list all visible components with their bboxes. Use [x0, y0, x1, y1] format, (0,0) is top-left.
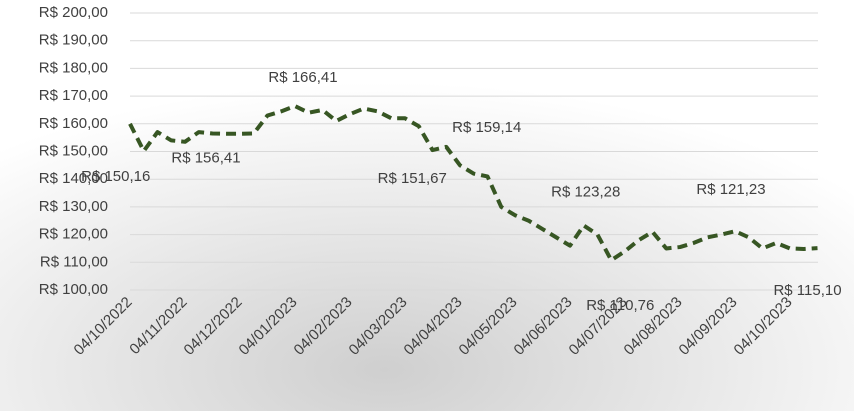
y-tick-label: R$ 180,00 — [39, 59, 108, 76]
y-tick-label: R$ 120,00 — [39, 226, 108, 243]
y-tick-label: R$ 110,00 — [40, 253, 108, 270]
data-label: R$ 156,41 — [171, 150, 240, 167]
data-label: R$ 166,41 — [268, 69, 337, 86]
y-tick-label: R$ 190,00 — [39, 32, 108, 49]
y-tick-label: R$ 160,00 — [39, 115, 108, 132]
data-label: R$ 123,28 — [551, 183, 620, 200]
background — [0, 0, 854, 411]
data-label: R$ 121,23 — [696, 181, 765, 198]
y-tick-label: R$ 130,00 — [39, 198, 108, 215]
data-label: R$ 150,16 — [81, 168, 150, 185]
y-tick-label: R$ 100,00 — [39, 281, 108, 298]
y-tick-label: R$ 150,00 — [39, 142, 108, 159]
chart: R$ 100,00 R$ 110,00 R$ 120,00 R$ 130,00 R$ 1… — [0, 0, 854, 411]
data-label: R$ 151,67 — [378, 170, 447, 187]
y-tick-label: R$ 170,00 — [39, 87, 108, 104]
y-tick-label: R$ 200,00 — [39, 4, 108, 21]
data-label: R$ 115,10 — [773, 282, 841, 299]
data-label: R$ 110,76 — [586, 297, 654, 314]
data-label: R$ 159,14 — [452, 119, 521, 136]
